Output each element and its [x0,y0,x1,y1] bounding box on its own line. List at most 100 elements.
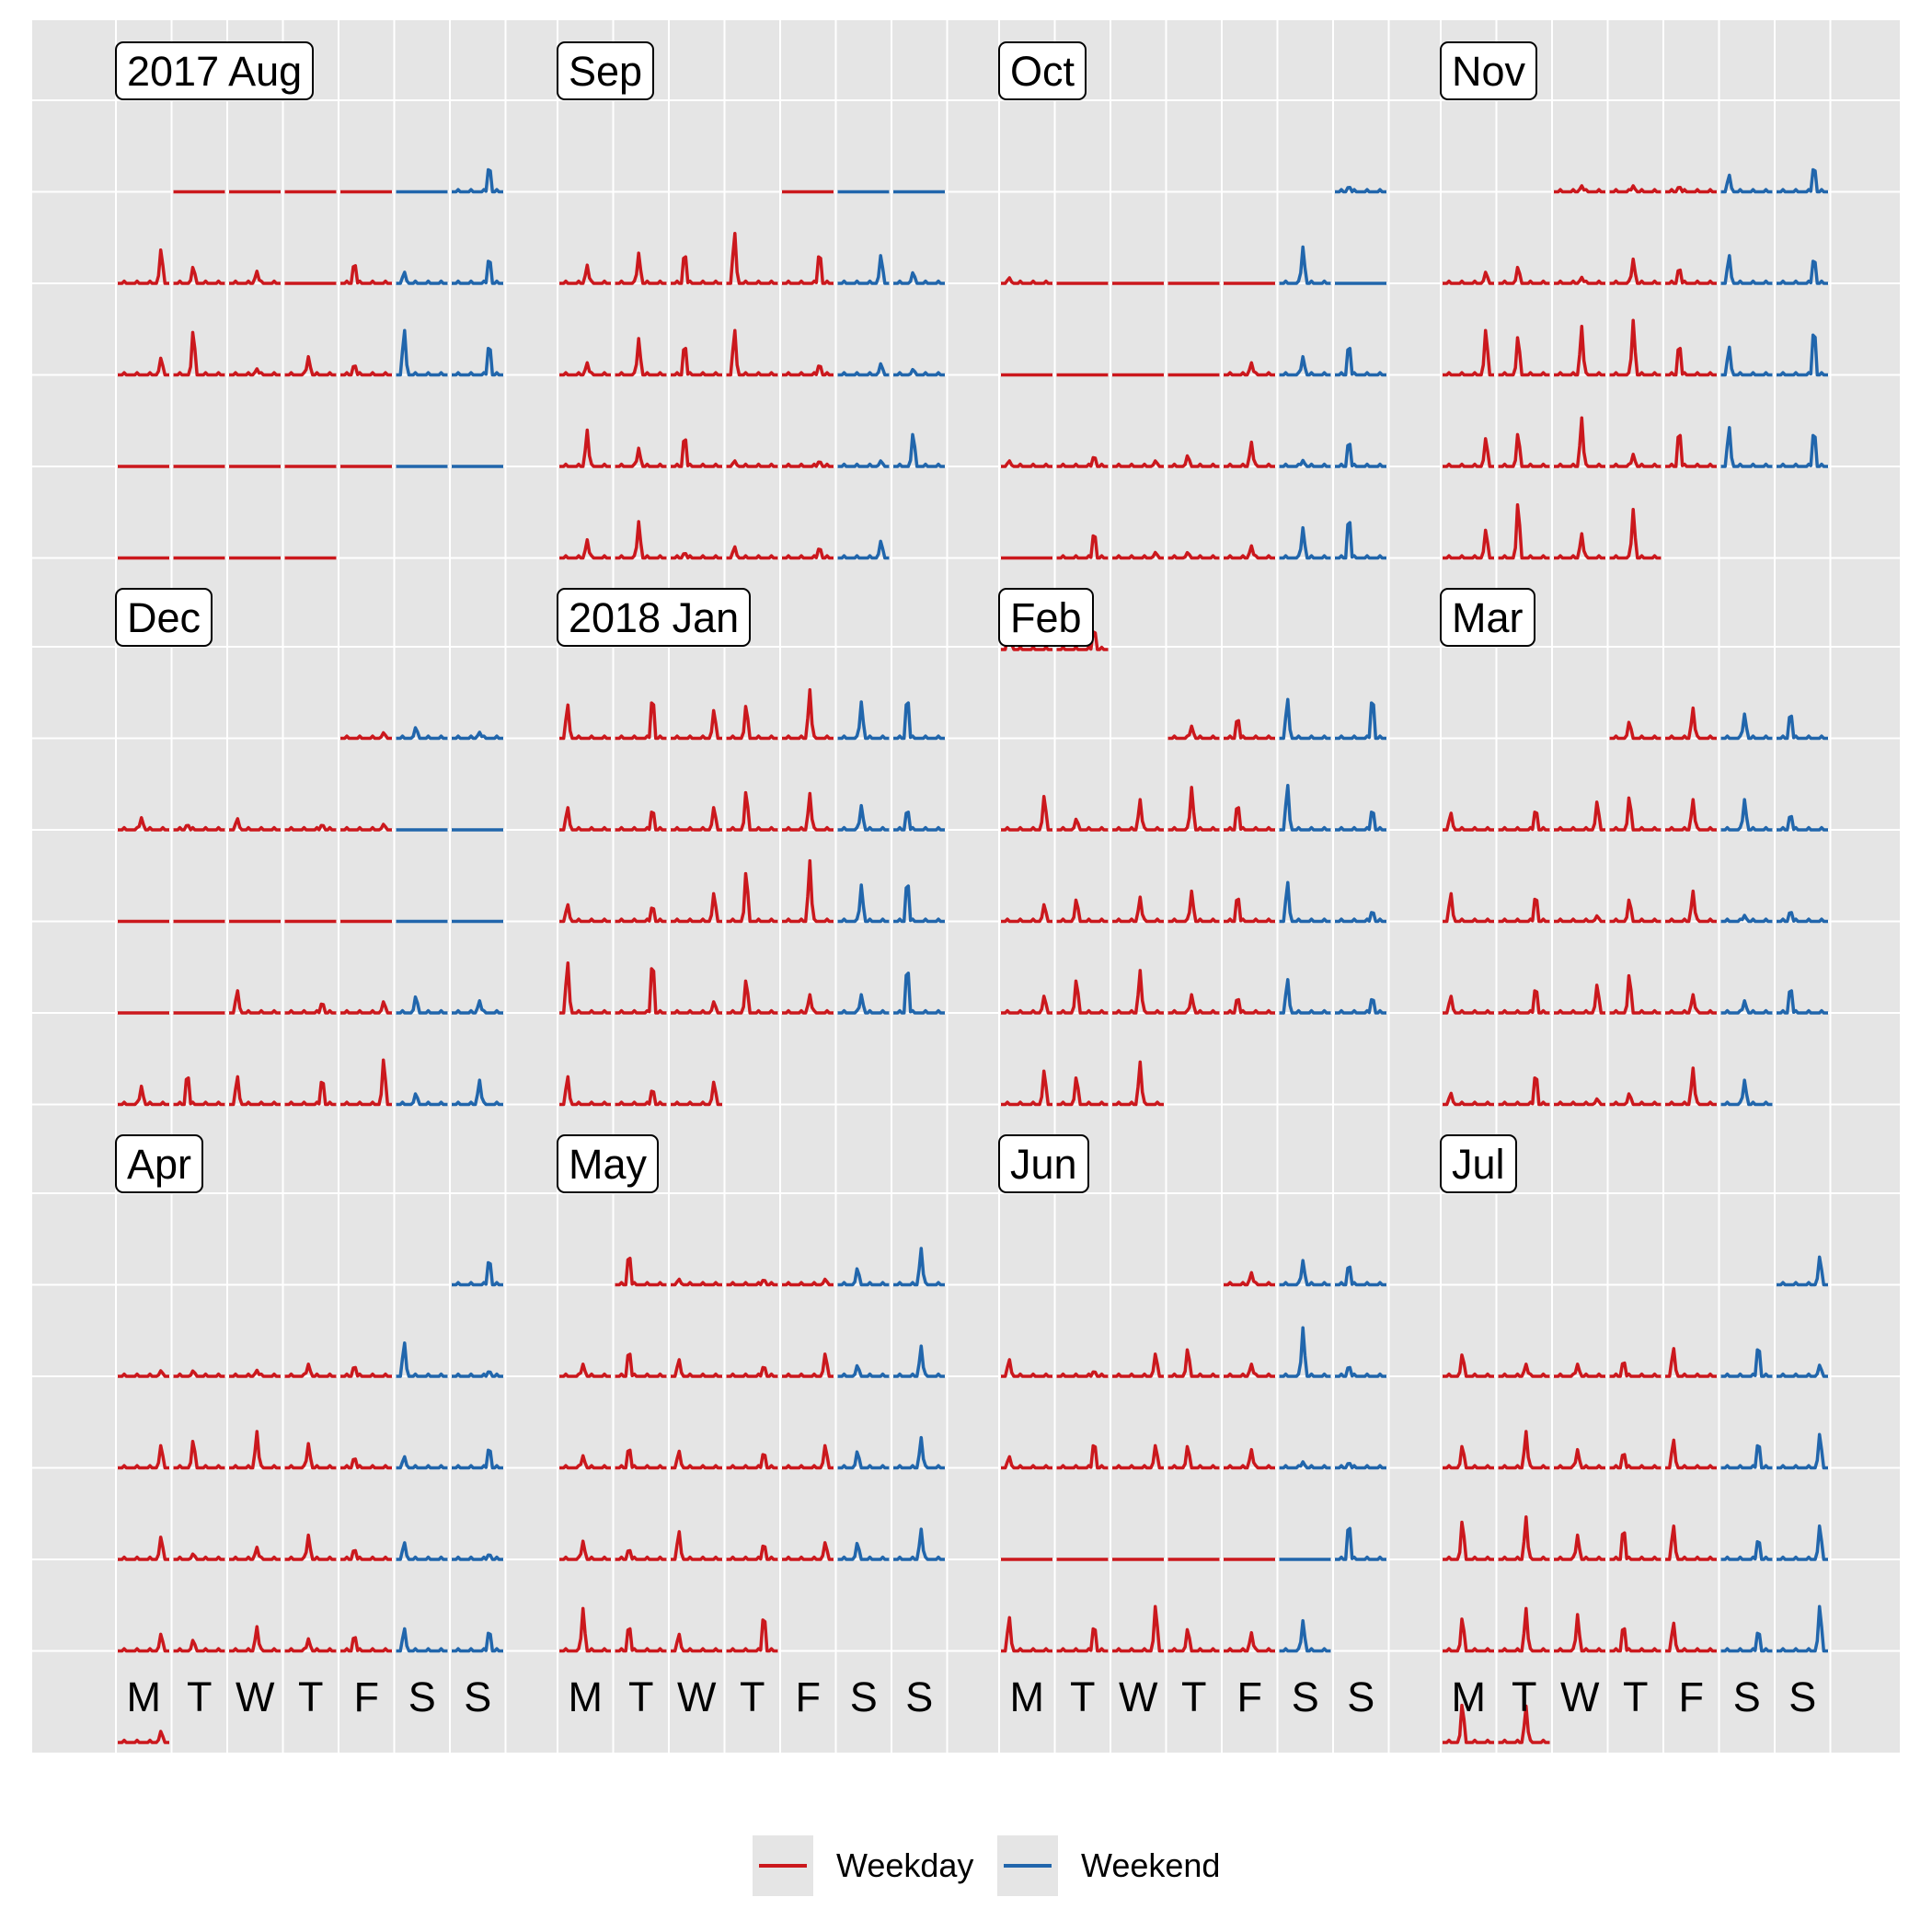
day-series-line [615,251,667,285]
day-series-line [1112,459,1164,468]
month-label: Mar [1440,588,1535,647]
day-series-line [1443,995,1494,1015]
day-series-line [1609,257,1662,285]
day-series-line [1498,336,1550,377]
day-series-line [173,823,225,832]
day-series-line [615,446,667,468]
day-series-line [452,259,503,285]
day-series-line [782,993,834,1015]
day-axis-label: W [1119,1673,1158,1720]
day-series-line [893,972,945,1015]
day-series-line [1554,184,1605,194]
day-series-line [1167,1444,1220,1470]
day-series-line [671,551,722,560]
day-series-line [837,1267,890,1287]
day-series-line [340,822,392,832]
day-series-line [284,1533,337,1561]
day-series-line [726,705,778,741]
day-series-line [1224,440,1275,468]
day-series-line [1554,1533,1605,1561]
day-series-line [1554,532,1605,560]
month-label-text: 2017 Aug [127,48,302,95]
day-series-line [1720,712,1773,741]
day-series-line [118,1632,169,1653]
day-series-line [1777,714,1828,741]
day-series-line [452,1370,503,1378]
day-axis-label: M [1452,1673,1487,1720]
day-series-line [893,884,945,924]
day-series-line [340,264,392,285]
day-series-line [396,1455,448,1470]
day-series-line [726,979,778,1015]
day-series-line [1001,459,1052,468]
day-series-line [1279,1460,1331,1470]
month-label-box [1440,41,1537,100]
month-label-text: Mar [1452,594,1524,641]
day-series-line [1498,811,1550,832]
day-series-line [1665,185,1717,194]
day-series-line [1056,898,1109,924]
day-series-line [1167,724,1220,741]
day-series-line [1279,784,1331,832]
day-series-line [1167,786,1220,832]
day-series-line [1443,1617,1494,1653]
month-label-box [557,588,751,647]
day-series-line [1224,897,1275,924]
day-series-line [284,354,337,377]
day-series-line [559,806,611,832]
day-series-line [118,1535,169,1561]
day-series-line [1335,911,1386,924]
day-series-line [782,547,834,560]
day-series-line [782,1443,834,1470]
day-axis-label: S [464,1673,491,1720]
month-label-box [115,41,314,100]
day-series-line [1279,880,1331,924]
day-series-line [726,1365,778,1378]
day-series-line [1335,185,1386,194]
day-series-line [340,1548,392,1561]
day-series-line [1167,993,1220,1015]
month-panel [1001,697,1386,1107]
month-panel [559,1247,945,1653]
day-series-line [396,328,448,377]
legend-weekday-label: Weekday [836,1846,973,1884]
day-axis-label: W [677,1673,717,1720]
day-series-line [340,1636,392,1653]
day-series-line [1498,503,1550,560]
day-series-line [1498,1606,1550,1653]
day-series-line [1665,1066,1717,1107]
month-label: Feb [998,588,1094,647]
day-series-line [1224,544,1275,560]
day-series-line [1498,265,1550,285]
day-series-line [1224,1271,1275,1287]
month-panel [559,688,945,1107]
day-series-line [837,993,890,1015]
day-series-line [726,790,778,832]
day-series-line [837,1450,890,1470]
month-label-box [998,1134,1089,1193]
day-series-line [1056,455,1109,468]
month-panel [559,190,945,560]
day-axis-label: F [796,1673,822,1720]
day-series-line [1167,1348,1220,1378]
day-series-line [1279,354,1331,377]
day-series-line [1609,1453,1662,1470]
day-series-line [726,1618,778,1653]
day-series-line [1498,897,1550,924]
day-series-line [284,1002,337,1015]
day-series-line [452,730,503,741]
day-series-line [173,265,225,285]
day-series-line [1443,1703,1494,1744]
month-label-text: Jul [1452,1141,1505,1188]
day-axis-label: T [298,1673,324,1720]
day-axis-label: S [1788,1673,1816,1720]
day-series-line [615,811,667,832]
day-series-line [1665,346,1717,377]
day-series-line [671,806,722,832]
day-axis-label: W [1560,1673,1600,1720]
day-series-line [118,1369,169,1378]
day-axis-label: S [1733,1673,1761,1720]
day-series-line [284,1637,337,1653]
day-series-line [1665,433,1717,468]
day-series-line [118,356,169,377]
